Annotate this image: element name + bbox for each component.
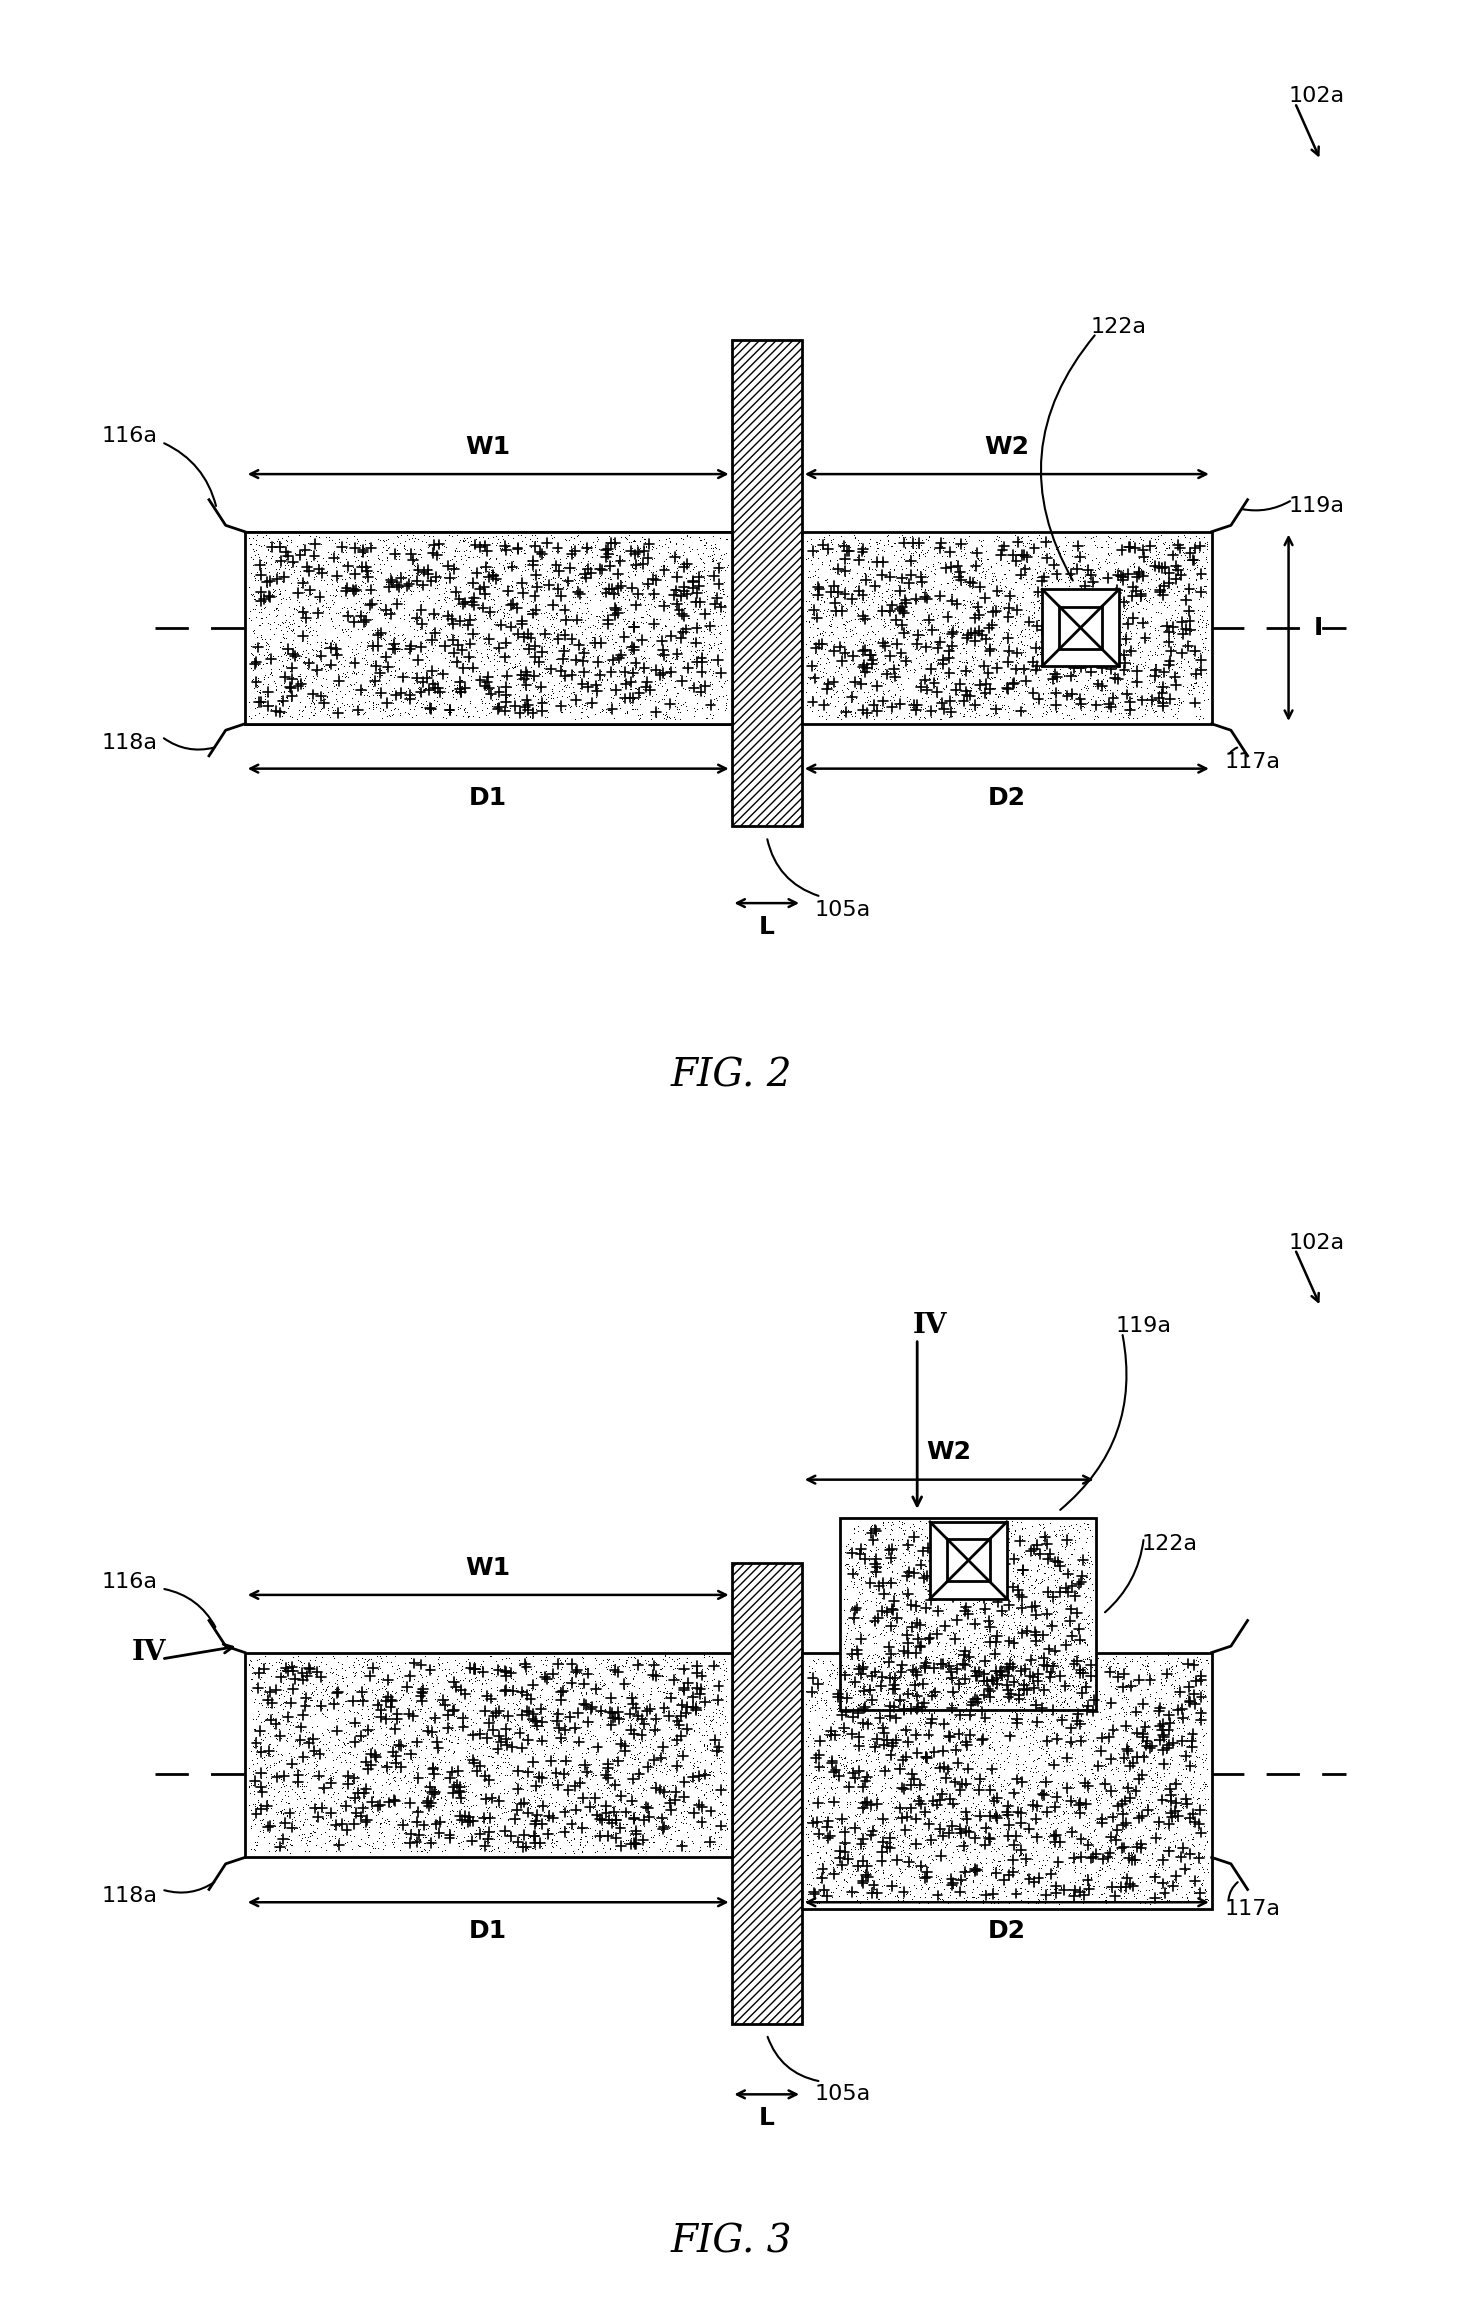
Bar bbox=[732, 340, 802, 827]
Bar bbox=[947, 1540, 989, 1582]
Bar bbox=[244, 1654, 732, 1857]
Text: W1: W1 bbox=[465, 1556, 511, 1580]
Text: 122a: 122a bbox=[1141, 1533, 1197, 1554]
Text: 116a: 116a bbox=[101, 426, 158, 445]
Text: 118a: 118a bbox=[101, 1885, 158, 1906]
Bar bbox=[1042, 588, 1119, 667]
Text: 119a: 119a bbox=[1116, 1315, 1172, 1336]
Bar bbox=[732, 1563, 802, 2024]
Bar bbox=[930, 1522, 1007, 1598]
Text: 117a: 117a bbox=[1225, 1899, 1280, 1918]
Text: 105a: 105a bbox=[815, 2084, 870, 2105]
Text: 116a: 116a bbox=[101, 1573, 158, 1591]
Text: FIG. 2: FIG. 2 bbox=[670, 1058, 793, 1095]
Bar bbox=[802, 1654, 1211, 1908]
Text: D1: D1 bbox=[470, 1920, 508, 1943]
Text: FIG. 3: FIG. 3 bbox=[670, 2223, 793, 2260]
Text: W1: W1 bbox=[465, 435, 511, 459]
Text: D2: D2 bbox=[988, 1920, 1026, 1943]
Bar bbox=[1059, 607, 1102, 648]
Text: 105a: 105a bbox=[815, 899, 870, 919]
Text: IV: IV bbox=[132, 1640, 167, 1665]
Text: I: I bbox=[1314, 616, 1324, 639]
Text: L: L bbox=[759, 915, 774, 938]
Text: W2: W2 bbox=[985, 435, 1030, 459]
Bar bbox=[840, 1517, 1096, 1709]
Text: L: L bbox=[759, 2105, 774, 2131]
Text: IV: IV bbox=[913, 1313, 947, 1339]
Text: 117a: 117a bbox=[1225, 753, 1280, 771]
Text: 118a: 118a bbox=[101, 734, 158, 753]
Text: 122a: 122a bbox=[1090, 317, 1146, 336]
Text: W2: W2 bbox=[926, 1441, 971, 1464]
Text: 119a: 119a bbox=[1289, 496, 1344, 516]
Text: 102a: 102a bbox=[1289, 86, 1344, 107]
Bar bbox=[802, 533, 1211, 725]
Bar bbox=[244, 533, 732, 725]
Text: D1: D1 bbox=[470, 785, 508, 811]
Text: 102a: 102a bbox=[1289, 1232, 1344, 1253]
Text: D2: D2 bbox=[988, 785, 1026, 811]
